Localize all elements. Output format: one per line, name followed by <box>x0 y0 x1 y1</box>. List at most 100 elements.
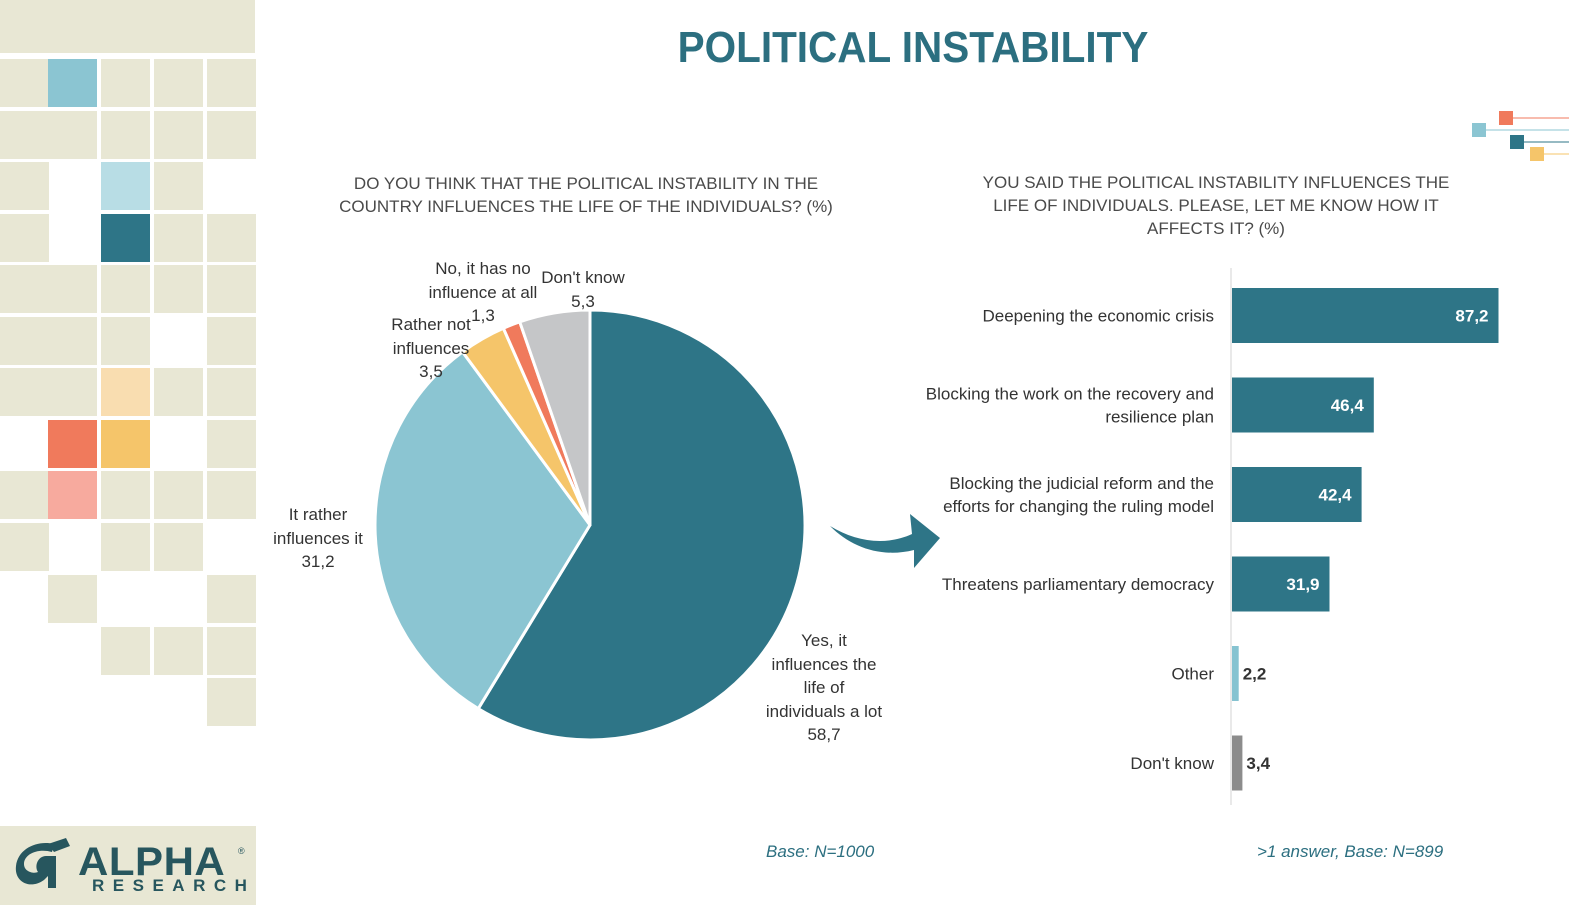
mosaic-tile <box>48 317 97 365</box>
pie-label-yes-line-3: life of <box>803 678 845 697</box>
right-question-line-2: LIFE OF INDIVIDUALS. PLEASE, LET ME KNOW… <box>993 196 1439 215</box>
mosaic-tile <box>0 317 49 365</box>
mosaic-tile <box>154 214 203 262</box>
bar-value-label-5: 3,4 <box>1246 754 1270 773</box>
mosaic-tile <box>101 162 150 210</box>
mosaic-tile <box>154 111 203 159</box>
pie-label-dontknow: Don't know 5,3 <box>530 266 636 313</box>
mosaic-tile <box>101 59 150 107</box>
bar-category-label-3: Threatens parliamentary democracy <box>942 575 1215 594</box>
pie-label-no: No, it has no influence at all 1,3 <box>416 257 550 328</box>
pie-slice-rather <box>373 350 592 711</box>
bar-2 <box>1232 467 1362 522</box>
mosaic-tile <box>0 111 49 159</box>
mosaic-tile <box>0 471 49 519</box>
mosaic-tile <box>207 678 256 726</box>
mosaic-tile <box>48 265 97 313</box>
mosaic-tile <box>207 265 256 313</box>
pie-value-rather: 31,2 <box>301 552 335 571</box>
pie-label-rather-line-2: influences it <box>273 528 363 548</box>
mosaic-tile <box>0 368 49 416</box>
bar-value-label-0: 87,2 <box>1455 307 1488 326</box>
mosaic-tile <box>101 214 150 262</box>
pie-value-yes: 58,7 <box>807 725 841 744</box>
pie-label-yes-line-2: influences the <box>771 654 877 674</box>
pie-label-yes-line-4: individuals a lot <box>765 701 883 721</box>
mosaic-tile <box>101 317 150 365</box>
bar-4 <box>1232 646 1239 701</box>
pie-label-rathernot-line-2: influences <box>392 338 470 358</box>
pie-label-rather-line-1: It rather <box>288 505 348 524</box>
logo-mark-icon <box>15 838 70 888</box>
bar-value-label-1: 46,4 <box>1331 396 1365 415</box>
pie-slice-dontknow <box>518 308 592 527</box>
mosaic-tile <box>101 627 150 675</box>
mosaic-tile <box>48 575 97 623</box>
left-base-note: Base: N=1000 <box>766 842 875 861</box>
pie-label-no-line-1: No, it has no <box>435 259 531 278</box>
bar-category-label-5: Don't know <box>1130 754 1214 773</box>
mosaic-tile <box>207 575 256 623</box>
left-question-line-2: COUNTRY INFLUENCES THE LIFE OF THE INDIV… <box>339 197 833 216</box>
mosaic-tile <box>154 59 203 107</box>
mosaic-tile <box>207 420 256 468</box>
right-question-line-1: YOU SAID THE POLITICAL INSTABILITY INFLU… <box>982 173 1450 192</box>
mosaic-tile <box>0 162 49 210</box>
bar-value-label-4: 2,2 <box>1243 665 1267 684</box>
mosaic-tile <box>48 111 97 159</box>
mosaic-tile <box>207 59 256 107</box>
mosaic-tile <box>101 368 150 416</box>
mosaic-tile <box>207 471 256 519</box>
mosaic-tile <box>0 0 255 53</box>
bar-3 <box>1232 556 1330 612</box>
mosaic-tile <box>0 214 49 262</box>
bar-value-label-3: 31,9 <box>1286 575 1319 594</box>
pie-value-dontknow: 5,3 <box>571 291 595 311</box>
decorative-squares-icon <box>1472 111 1569 161</box>
right-question-line-3: AFFECTS IT? (%) <box>1147 219 1285 238</box>
bar-1 <box>1232 377 1374 433</box>
mosaic-tile <box>154 471 203 519</box>
logo-registered-mark: ® <box>238 846 245 856</box>
bar-category-label-2: efforts for changing the ruling model <box>943 497 1214 516</box>
mosaic-tile <box>207 214 256 262</box>
mosaic-tile <box>0 523 49 571</box>
mosaic-tile <box>48 59 97 107</box>
mosaic-tile <box>207 111 256 159</box>
mosaic-tile <box>207 368 256 416</box>
logo-subword: RESEARCH <box>92 876 256 895</box>
curved-arrow-icon <box>830 514 940 568</box>
mosaic-tile <box>154 368 203 416</box>
pie-chart <box>373 308 807 742</box>
logo-word: ALPHA <box>78 840 226 884</box>
pie-value-no: 1,3 <box>471 306 495 325</box>
pie-label-rathernot-line-1: Rather not <box>391 315 471 334</box>
pie-value-rathernot: 3,5 <box>419 362 443 381</box>
mosaic-tile <box>101 471 150 519</box>
mosaic-tile <box>101 111 150 159</box>
mosaic-tile <box>0 59 49 107</box>
mosaic-tile <box>207 317 256 365</box>
pie-label-no-line-2: influence at all <box>428 282 538 302</box>
mosaic-tile <box>101 420 150 468</box>
bar-category-label-4: Other <box>1171 665 1214 684</box>
mosaic-tile <box>154 265 203 313</box>
bar-5 <box>1232 735 1243 791</box>
bar-category-label-1: Blocking the work on the recovery and <box>926 385 1214 404</box>
page-title: POLITICAL INSTABILITY <box>677 23 1149 72</box>
bar-category-label-2: Blocking the judicial reform and the <box>949 474 1214 493</box>
bar-value-label-2: 42,4 <box>1319 486 1353 505</box>
right-chart-question: YOU SAID THE POLITICAL INSTABILITY INFLU… <box>966 171 1466 240</box>
mosaic-tile <box>48 420 97 468</box>
mosaic-tile <box>154 523 203 571</box>
pie-label-rather: It rather influences it 31,2 <box>262 503 374 574</box>
mosaic-tile <box>101 523 150 571</box>
pie-slice-yes <box>476 308 807 742</box>
mosaic-tile <box>0 265 49 313</box>
mosaic-tile <box>207 627 256 675</box>
pie-label-rathernot: Rather not influences 3,5 <box>380 313 482 384</box>
mosaic-tile <box>154 627 203 675</box>
mosaic-tile <box>48 471 97 519</box>
bar-category-label-1: resilience plan <box>1105 408 1214 427</box>
right-base-note: >1 answer, Base: N=899 <box>1257 842 1444 861</box>
